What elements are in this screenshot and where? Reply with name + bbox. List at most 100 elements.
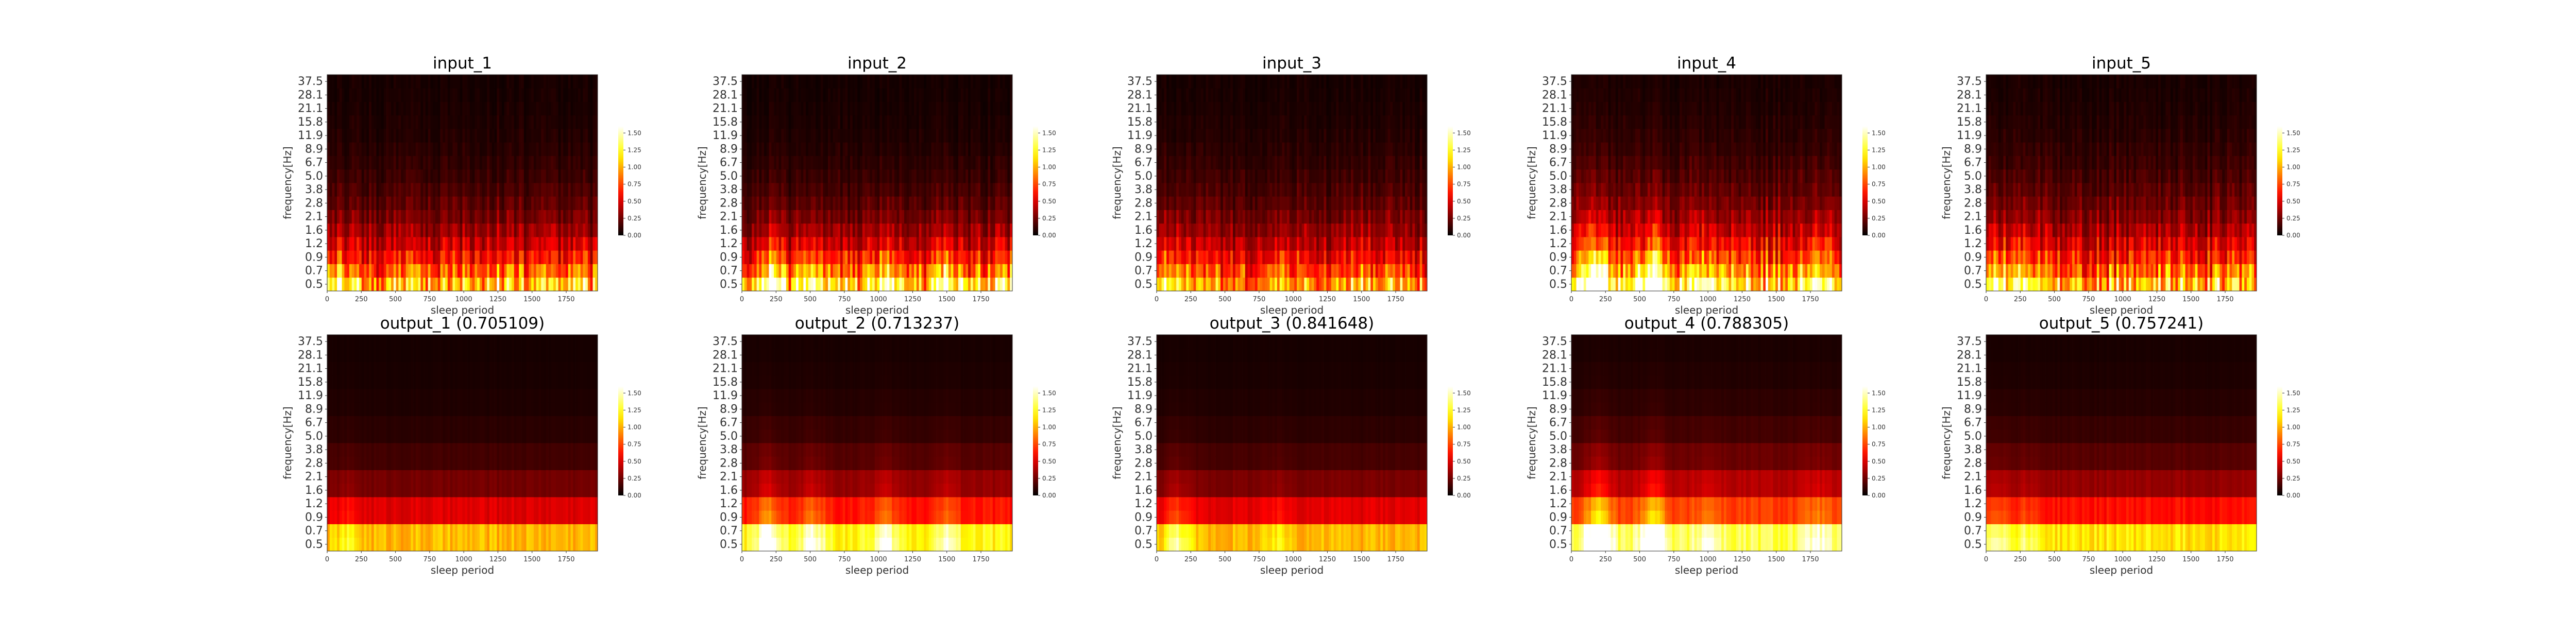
heatmap-cell — [536, 88, 539, 102]
heatmap-cell — [457, 196, 461, 210]
heatmap-cell — [536, 264, 539, 278]
heatmap-cell — [369, 142, 372, 156]
heatmap-cell — [752, 237, 755, 251]
heatmap-cell — [813, 237, 816, 251]
heatmap-cell — [1200, 156, 1204, 170]
heatmap-cell — [1250, 250, 1253, 264]
heatmap-cell — [364, 210, 367, 224]
heatmap-cell — [516, 142, 519, 156]
heatmap-cell — [334, 169, 337, 183]
heatmap-cell — [440, 142, 443, 156]
heatmap-cell — [845, 156, 848, 170]
heatmap-cell — [830, 101, 833, 116]
heatmap-cell — [752, 88, 755, 102]
heatmap-cell — [349, 156, 352, 170]
heatmap-cell — [494, 210, 497, 224]
heatmap-cell — [575, 115, 579, 129]
heatmap-cell — [1198, 169, 1201, 183]
heatmap-cell — [492, 129, 495, 143]
heatmap-cell — [926, 75, 929, 89]
heatmap-cell — [1260, 142, 1263, 156]
heatmap-cell — [521, 183, 524, 197]
heatmap-cell — [973, 88, 976, 102]
heatmap-cell — [906, 183, 909, 197]
heatmap-cell — [452, 169, 455, 183]
heatmap-cell — [1311, 223, 1314, 237]
heatmap-cell — [501, 250, 505, 264]
heatmap-cell — [808, 129, 811, 143]
heatmap-cell — [482, 156, 485, 170]
heatmap-cell — [585, 183, 588, 197]
colorbar: 0.000.250.500.751.001.251.50 — [618, 126, 641, 239]
heatmap-cell — [482, 75, 485, 89]
heatmap-cell — [754, 183, 757, 197]
heatmap-cell — [551, 101, 554, 116]
heatmap-cell — [344, 250, 347, 264]
heatmap-cell — [1279, 196, 1282, 210]
heatmap-cell — [813, 115, 816, 129]
heatmap-cell — [595, 196, 598, 210]
heatmap-cell — [337, 183, 340, 197]
heatmap-cell — [568, 250, 571, 264]
heatmap-cell — [452, 88, 455, 102]
heatmap-cell — [825, 250, 828, 264]
heatmap-cell — [585, 156, 588, 170]
heatmap-cell — [1289, 101, 1292, 116]
heatmap-cell — [963, 75, 966, 89]
heatmap-cell — [1299, 115, 1302, 129]
heatmap-cell — [776, 237, 779, 251]
heatmap-cell — [1252, 210, 1256, 224]
heatmap-cell — [563, 223, 566, 237]
heatmap-cell — [329, 156, 332, 170]
heatmap-cell — [1193, 129, 1196, 143]
heatmap-cell — [339, 183, 343, 197]
heatmap-cell — [1265, 237, 1268, 251]
heatmap-cell — [808, 156, 811, 170]
heatmap-cell — [437, 129, 440, 143]
heatmap-cell — [1252, 101, 1256, 116]
heatmap-cell — [1221, 101, 1224, 116]
heatmap-cell — [744, 250, 747, 264]
heatmap-cell — [366, 237, 369, 251]
heatmap-cell — [825, 101, 828, 116]
heatmap-cell — [838, 277, 841, 291]
heatmap-cell — [1277, 142, 1280, 156]
heatmap-cell — [457, 277, 461, 291]
heatmap-cell — [428, 183, 431, 197]
heatmap-cell — [565, 223, 569, 237]
heatmap-cell — [1321, 156, 1324, 170]
heatmap-cell — [558, 264, 561, 278]
heatmap-cell — [766, 210, 769, 224]
heatmap-cell — [793, 237, 796, 251]
heatmap-cell — [1275, 142, 1278, 156]
heatmap-cell — [980, 223, 984, 237]
heatmap-cell — [1230, 101, 1233, 116]
heatmap-cell — [919, 101, 922, 116]
heatmap-cell — [351, 183, 354, 197]
heatmap-cell — [376, 183, 379, 197]
heatmap-cell — [1245, 196, 1248, 210]
heatmap-cell — [415, 88, 418, 102]
heatmap-cell — [835, 142, 838, 156]
heatmap-cell — [1213, 156, 1216, 170]
heatmap-cell — [1275, 75, 1278, 89]
heatmap-cell — [1358, 237, 1361, 251]
heatmap-cell — [447, 88, 451, 102]
heatmap-cell — [803, 142, 806, 156]
heatmap-cell — [1247, 277, 1250, 291]
heatmap-cell — [970, 156, 974, 170]
x-tick-label: 0 — [325, 296, 329, 303]
heatmap-cell — [1351, 264, 1354, 278]
heatmap-cell — [820, 264, 823, 278]
heatmap-cell — [965, 129, 969, 143]
heatmap-cell — [1200, 183, 1204, 197]
heatmap-cell — [842, 210, 845, 224]
heatmap-cell — [354, 223, 357, 237]
heatmap-cell — [366, 101, 369, 116]
heatmap-cell — [850, 237, 853, 251]
heatmap-cell — [337, 250, 340, 264]
heatmap-cell — [1277, 237, 1280, 251]
heatmap-cell — [494, 142, 497, 156]
heatmap-cell — [391, 156, 394, 170]
heatmap-cell — [548, 250, 551, 264]
